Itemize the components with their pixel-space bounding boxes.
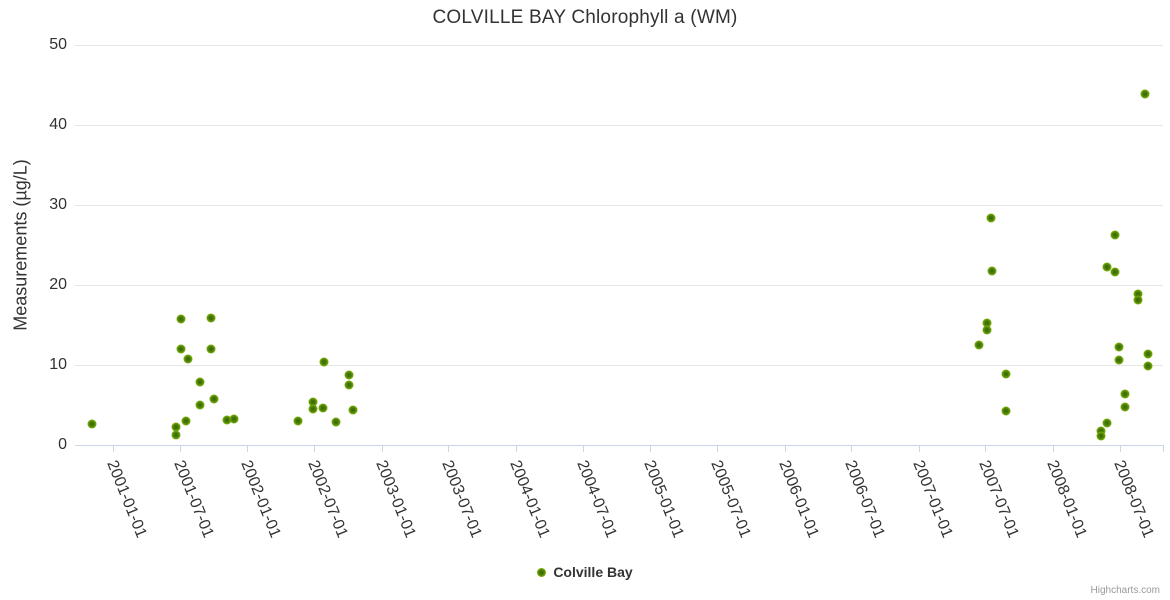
data-point[interactable] <box>331 417 341 427</box>
data-point[interactable] <box>318 403 328 413</box>
y-axis-label: 20 <box>49 276 67 293</box>
data-point[interactable] <box>987 266 997 276</box>
data-point[interactable] <box>1114 355 1124 365</box>
data-point[interactable] <box>209 394 219 404</box>
x-axis-tick <box>247 445 249 452</box>
x-axis-tick <box>650 445 652 452</box>
x-axis-tick <box>985 445 987 452</box>
y-axis-label: 50 <box>49 36 67 53</box>
y-axis-label: 10 <box>49 356 67 373</box>
x-axis-label: 2008-01-01 <box>1043 458 1090 541</box>
x-axis-label: 2002-01-01 <box>237 458 285 541</box>
data-point[interactable] <box>1102 418 1112 428</box>
data-point[interactable] <box>1096 431 1106 441</box>
x-axis-tick <box>851 445 853 452</box>
x-axis-tick <box>582 445 584 452</box>
data-point[interactable] <box>195 377 205 387</box>
data-point[interactable] <box>1140 89 1150 99</box>
data-point[interactable] <box>982 325 991 335</box>
x-axis-tick <box>1119 445 1121 452</box>
data-point[interactable] <box>1001 369 1011 379</box>
gridline <box>75 44 1163 46</box>
legend-item-colville-bay[interactable]: Colville Bay <box>0 562 1170 582</box>
x-axis-tick <box>784 445 786 452</box>
data-point[interactable] <box>181 416 191 426</box>
data-point[interactable] <box>1001 406 1011 416</box>
data-point[interactable] <box>1114 342 1124 352</box>
x-axis-tick <box>448 445 450 452</box>
x-axis-label: 2005-01-01 <box>640 458 688 541</box>
x-axis-label: 2001-07-01 <box>170 458 217 541</box>
x-axis-label: 2003-07-01 <box>438 458 485 541</box>
x-axis-label: 2002-07-01 <box>304 458 351 541</box>
data-point[interactable] <box>986 213 996 223</box>
legend-marker-icon <box>537 567 547 577</box>
data-point[interactable] <box>206 344 216 354</box>
x-axis-tick <box>918 445 920 452</box>
data-point[interactable] <box>171 422 181 432</box>
data-point[interactable] <box>293 416 303 426</box>
data-point[interactable] <box>195 400 205 410</box>
legend-series-label: Colville Bay <box>553 564 633 580</box>
data-point[interactable] <box>176 344 186 354</box>
data-point[interactable] <box>183 354 193 364</box>
x-axis-label: 2001-01-01 <box>103 458 150 541</box>
y-axis-label: 40 <box>49 116 67 133</box>
data-point[interactable] <box>348 405 358 415</box>
gridline <box>75 364 1163 366</box>
y-axis-label: 0 <box>58 436 67 453</box>
chart-title: COLVILLE BAY Chlorophyll a (WM) <box>432 7 738 28</box>
x-axis-tick <box>179 445 181 452</box>
data-point[interactable] <box>1133 289 1143 299</box>
x-axis-label: 2007-01-01 <box>909 458 956 541</box>
x-axis-label: 2004-07-01 <box>573 458 620 541</box>
data-point[interactable] <box>1143 361 1153 371</box>
x-axis-line <box>75 444 1163 446</box>
x-axis-tick <box>113 445 115 452</box>
y-axis-label: 30 <box>49 196 67 213</box>
data-point[interactable] <box>176 314 186 324</box>
gridline <box>75 124 1163 126</box>
x-axis-end-tick <box>1163 445 1164 452</box>
data-point[interactable] <box>974 340 984 350</box>
data-point[interactable] <box>1120 389 1130 399</box>
gridline <box>75 204 1163 206</box>
x-axis-tick <box>313 445 315 452</box>
x-axis-label: 2006-01-01 <box>774 458 822 541</box>
data-point[interactable] <box>344 380 354 390</box>
data-point[interactable] <box>229 414 239 424</box>
gridline <box>75 284 1163 286</box>
x-axis-label: 2006-07-01 <box>841 458 888 541</box>
data-point[interactable] <box>206 313 216 323</box>
x-axis-label: 2007-07-01 <box>975 458 1023 541</box>
highcharts-credit-link[interactable]: Highcharts.com <box>1090 585 1160 596</box>
data-point[interactable] <box>308 397 318 407</box>
data-point[interactable] <box>222 415 232 425</box>
x-axis-tick <box>515 445 517 452</box>
x-axis-label: 2008-07-01 <box>1110 458 1157 541</box>
x-axis-label: 2005-07-01 <box>707 458 754 541</box>
data-point[interactable] <box>171 430 181 440</box>
data-point[interactable] <box>1102 262 1112 272</box>
data-point[interactable] <box>308 404 318 414</box>
data-point[interactable] <box>319 357 329 367</box>
data-point[interactable] <box>1133 295 1143 305</box>
x-axis-label: 2003-01-01 <box>371 458 419 541</box>
data-point[interactable] <box>1120 402 1130 412</box>
data-point[interactable] <box>1096 426 1106 436</box>
data-point[interactable] <box>1110 230 1120 240</box>
y-axis-title: Measurements (µg/L) <box>10 159 31 331</box>
data-point[interactable] <box>1110 267 1120 277</box>
x-axis-tick <box>716 445 718 452</box>
x-axis-tick <box>1053 445 1055 452</box>
x-axis-label: 2004-01-01 <box>506 458 553 541</box>
data-point[interactable] <box>87 419 97 429</box>
data-point[interactable] <box>982 318 991 328</box>
data-point[interactable] <box>1143 349 1153 359</box>
x-axis-tick <box>381 445 383 452</box>
data-point[interactable] <box>344 370 354 380</box>
